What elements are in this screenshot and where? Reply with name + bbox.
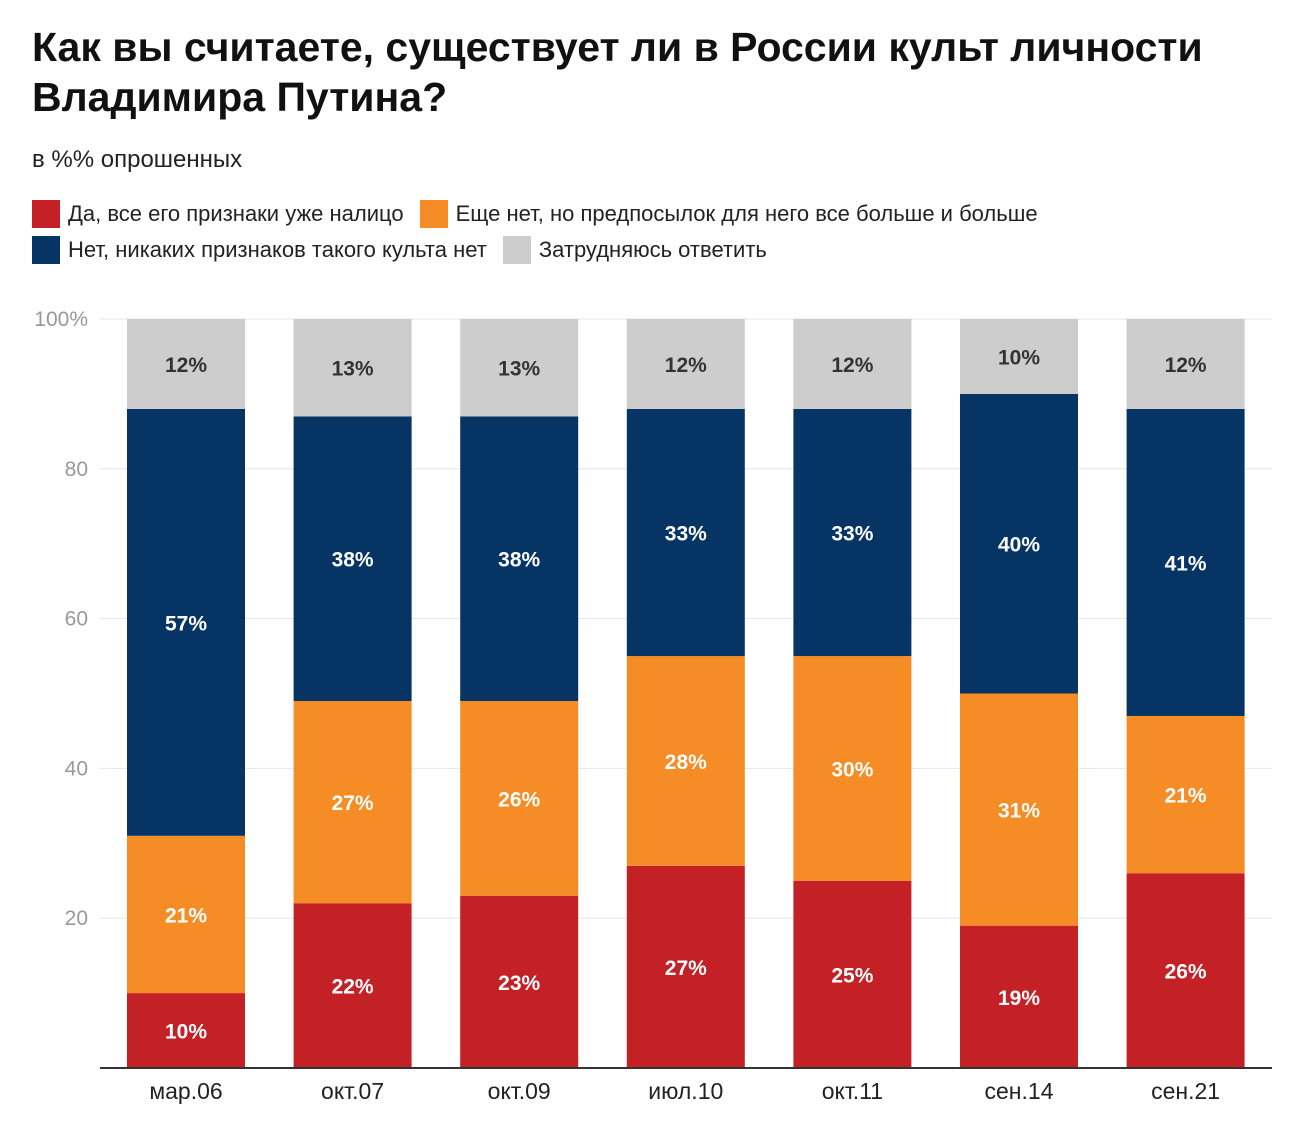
data-label: 26%: [1165, 961, 1207, 984]
data-label: 13%: [332, 358, 374, 381]
data-label: 21%: [165, 904, 207, 927]
bar-segment: [960, 319, 1078, 394]
bar-segment: [960, 693, 1078, 926]
bar-segment: [460, 700, 579, 896]
x-category-label: мар.06: [149, 1078, 222, 1104]
bar-segment: [793, 319, 912, 409]
data-label: 27%: [665, 957, 707, 980]
data-label: 31%: [998, 800, 1040, 823]
y-tick-label: 100%: [34, 308, 88, 331]
bar-segment: [626, 656, 745, 866]
data-label: 13%: [498, 358, 540, 381]
legend-row: Нет, никаких признаков такого культа нет…: [32, 232, 1282, 268]
data-label: 12%: [831, 354, 873, 377]
data-label: 23%: [498, 972, 540, 995]
bar-segment: [127, 408, 245, 836]
chart-title: Как вы считаете, существует ли в России …: [32, 24, 1203, 120]
data-label: 33%: [665, 522, 707, 545]
bar-segment: [626, 408, 745, 657]
bar-segment: [460, 319, 579, 417]
data-label: 41%: [1165, 552, 1207, 575]
y-tick-label: 20: [65, 907, 88, 930]
legend-row: Да, все его признаки уже налицо Еще нет,…: [32, 196, 1282, 232]
bar-segment: [793, 408, 912, 657]
chart-subtitle: в %% опрошенных: [32, 146, 243, 173]
bar-segment: [127, 319, 245, 409]
data-label: 12%: [165, 354, 207, 377]
legend-item-no: Нет, никаких признаков такого культа нет: [32, 236, 487, 264]
x-category-label: сен.21: [1151, 1078, 1220, 1104]
bar-segment: [1126, 873, 1245, 1068]
legend-swatch-dont-know: [502, 236, 531, 264]
legend-swatch-yes: [32, 200, 60, 228]
data-label: 10%: [998, 346, 1040, 369]
bar-segment: [626, 319, 745, 409]
bar-segment: [460, 416, 579, 701]
data-label: 27%: [332, 792, 374, 815]
legend-swatch-not-yet: [419, 200, 448, 228]
data-label: 25%: [831, 964, 873, 987]
legend-item-dont-know: Затрудняюсь ответить: [502, 236, 767, 264]
data-label: 33%: [831, 522, 873, 545]
bar-segment: [293, 700, 412, 904]
data-label: 22%: [332, 976, 374, 999]
y-tick-label: 60: [65, 608, 88, 631]
bar-segment: [793, 880, 912, 1068]
legend-label-not-yet: Еще нет, но предпосылок для него все бол…: [455, 201, 1038, 226]
data-label: 57%: [165, 612, 207, 635]
legend-item-not-yet: Еще нет, но предпосылок для него все бол…: [419, 200, 1038, 228]
bar-segment: [1126, 715, 1245, 874]
x-category-label: окт.09: [488, 1078, 551, 1104]
y-tick-label: 40: [65, 757, 88, 780]
y-tick-label: 80: [65, 458, 88, 481]
data-label: 10%: [165, 1021, 207, 1044]
x-category-label: окт.11: [822, 1078, 883, 1104]
x-category-label: сен.14: [985, 1078, 1054, 1104]
data-label: 30%: [831, 758, 873, 781]
bar-segment: [293, 416, 412, 701]
bar-segment: [793, 656, 912, 881]
bar-segment: [626, 865, 745, 1068]
bar-segment: [293, 903, 412, 1068]
data-label: 19%: [998, 987, 1040, 1010]
data-label: 40%: [998, 534, 1040, 557]
x-category-label: окт.07: [321, 1078, 384, 1104]
data-label: 21%: [1165, 785, 1207, 808]
bar-segment: [127, 993, 245, 1068]
bar-segment: [127, 835, 245, 994]
bar-segment: [1126, 408, 1245, 716]
x-category-label: июл.10: [648, 1078, 723, 1104]
bar-segment: [460, 895, 579, 1068]
legend: Да, все его признаки уже налицо Еще нет,…: [32, 196, 1282, 268]
data-label: 38%: [498, 549, 540, 572]
data-label: 12%: [665, 354, 707, 377]
data-label: 38%: [332, 549, 374, 572]
legend-item-yes: Да, все его признаки уже налицо: [32, 200, 404, 228]
bar-segment: [960, 925, 1078, 1068]
legend-label-no: Нет, никаких признаков такого культа нет: [68, 237, 487, 262]
legend-label-dont-know: Затрудняюсь ответить: [538, 237, 767, 262]
data-label: 26%: [498, 788, 540, 811]
bar-segment: [960, 393, 1078, 694]
legend-swatch-no: [32, 236, 60, 264]
data-label: 28%: [665, 751, 707, 774]
legend-label-yes: Да, все его признаки уже налицо: [68, 201, 404, 226]
data-label: 12%: [1165, 354, 1207, 377]
bar-segment: [1126, 319, 1245, 409]
bar-segment: [293, 319, 412, 417]
